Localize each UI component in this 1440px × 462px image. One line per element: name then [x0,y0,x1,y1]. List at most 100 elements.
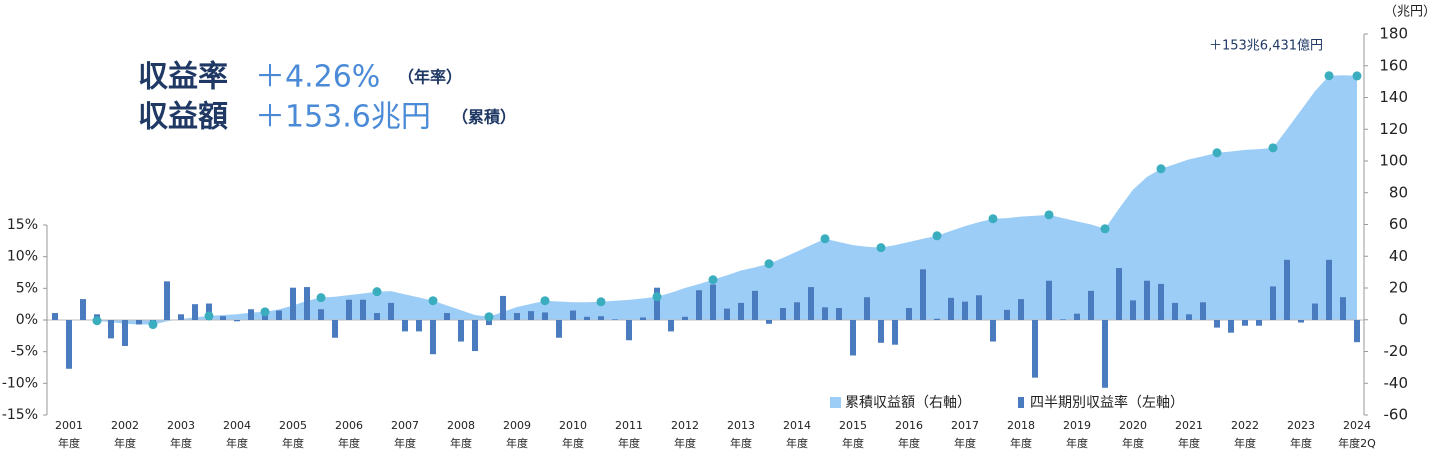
cumulative-marker [708,275,718,285]
bar [136,320,142,325]
x-tick-label: 2005 年度 [279,419,307,450]
bar [1088,290,1094,320]
headline-value: ＋4.26% [255,60,380,95]
legend-label: 累積収益額（右軸） [845,395,971,411]
x-tick-label: 2013 年度 [727,419,755,450]
bar [234,320,240,322]
y2-tick-label: -60 [1384,406,1409,424]
cumulative-marker [652,292,662,302]
y2-tick-label: 60 [1389,215,1408,233]
bar [1102,320,1108,388]
legend-swatch [830,397,841,408]
bar [878,320,884,343]
bar [108,320,114,339]
cumulative-marker [820,234,830,244]
bar [1186,314,1192,320]
bar [682,316,688,320]
cumulative-marker [316,293,326,303]
legend-label: 四半期別収益率（左軸） [1030,394,1184,411]
bar [1312,303,1318,320]
bar [612,319,618,320]
x-tick-label: 2010 年度 [559,419,587,450]
bar [1018,299,1024,320]
bar [668,320,674,332]
x-tick-label: 2011 年度 [615,419,643,450]
bar [374,313,380,320]
x-tick-label: 2012 年度 [671,419,699,450]
cumulative-marker [204,311,214,321]
y2-unit: （兆円） [1384,5,1436,20]
bar [640,317,646,320]
cumulative-marker [148,320,158,330]
bar [1340,297,1346,320]
cumulative-marker [92,316,102,326]
headline-note: （累積） [452,108,516,127]
bar [304,287,310,320]
legend-swatch [1018,397,1024,408]
bar [696,290,702,320]
bar [836,307,842,320]
headline-value: ＋153.6兆円 [255,100,431,135]
cumulative-marker [1100,224,1110,234]
bar [346,299,352,320]
bar [1228,320,1234,333]
x-tick-label: 2019 年度 [1063,419,1091,450]
y2-tick-label: 100 [1379,152,1408,170]
bar [1326,259,1332,320]
cumulative-marker [484,312,494,322]
cumulative-marker [428,296,438,306]
x-tick-label: 2018 年度 [1007,419,1035,450]
bar [780,307,786,320]
bar [444,313,450,320]
x-tick-label: 2016 年度 [895,419,923,450]
cumulative-marker [1044,210,1054,220]
bar [1200,302,1206,320]
x-tick-label: 2017 年度 [951,419,979,450]
cumulative-area [55,75,1357,325]
x-tick-label: 2004 年度 [223,419,251,450]
bar [1060,319,1066,320]
cumulative-marker [1352,71,1362,81]
bar [822,307,828,320]
y2-tick-label: 160 [1379,56,1408,74]
y2-tick-label: 20 [1389,279,1408,297]
bar [1298,320,1304,323]
bar [948,297,954,320]
x-tick-label: 2023 年度 [1287,419,1315,450]
x-tick-label: 2009 年度 [503,419,531,450]
bar [892,320,898,345]
y2-tick-label: -20 [1384,342,1409,360]
bar [472,320,478,352]
bar [1242,320,1248,326]
bar [80,299,86,320]
bar [1144,280,1150,320]
x-tick-label: 2001 年度 [55,419,83,450]
bar [1032,320,1038,378]
cumulative-marker [764,259,774,269]
y-tick-label: -15% [2,407,38,423]
headline-label: 収益率 [138,60,228,95]
bar [850,320,856,356]
bar [626,320,632,341]
x-tick-label: 2022 年度 [1231,419,1259,450]
bar [976,295,982,320]
bar [584,316,590,320]
y2-tick-label: 180 [1379,25,1408,43]
bar [1158,283,1164,320]
bar [458,320,464,342]
bar [276,310,282,320]
x-tick-label: 2024 年度2Q [1338,419,1376,450]
bar [388,302,394,320]
bar [1046,280,1052,320]
y2-tick-label: 40 [1389,247,1408,265]
bar [864,297,870,320]
annotation: ＋153兆6,431億円 [1209,38,1323,54]
x-tick-label: 2003 年度 [167,419,195,450]
x-tick-label: 2015 年度 [839,419,867,450]
y2-tick-label: -40 [1384,374,1409,392]
x-tick-label: 2002 年度 [111,419,139,450]
cumulative-marker [932,231,942,241]
bar [402,320,408,332]
y2-tick-label: 0 [1398,310,1408,328]
